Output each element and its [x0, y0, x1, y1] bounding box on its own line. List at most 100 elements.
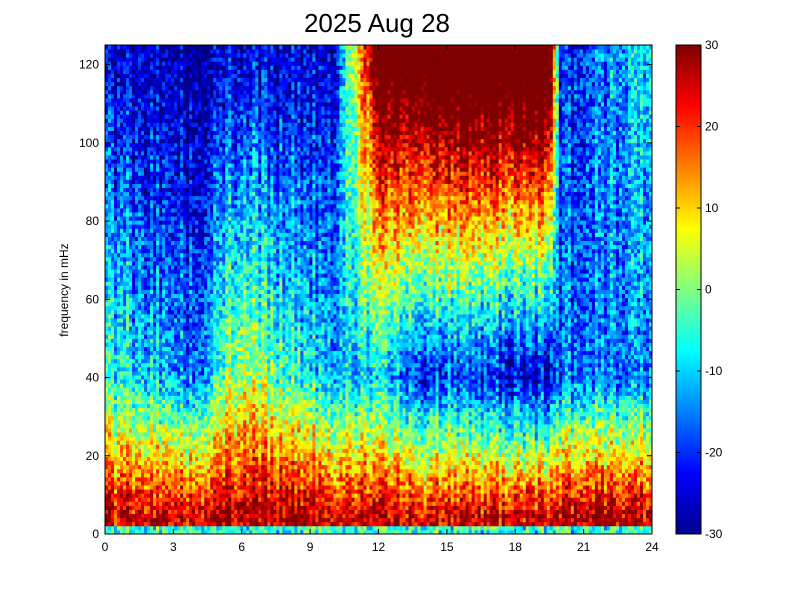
heatmap-cell — [183, 175, 187, 180]
heatmap-cell — [219, 195, 223, 201]
heatmap-cell — [165, 452, 169, 457]
heatmap-cell — [162, 203, 166, 209]
heatmap-cell — [156, 379, 160, 384]
heatmap-cell — [216, 81, 220, 87]
heatmap-cell — [120, 220, 124, 225]
heatmap-cell — [165, 146, 169, 152]
heatmap-cell — [225, 199, 229, 205]
heatmap-cell — [117, 97, 121, 103]
heatmap-cell — [138, 371, 142, 376]
heatmap-cell — [162, 423, 166, 429]
heatmap-cell — [123, 456, 127, 462]
heatmap-cell — [204, 191, 208, 197]
heatmap-cell — [216, 232, 220, 237]
heatmap-cell — [108, 277, 112, 282]
heatmap-cell — [198, 110, 202, 115]
heatmap-cell — [129, 220, 133, 225]
heatmap-cell — [198, 354, 202, 360]
heatmap-cell — [228, 485, 232, 490]
heatmap-cell — [174, 114, 178, 119]
heatmap-cell — [204, 529, 208, 535]
heatmap-cell — [108, 179, 112, 184]
heatmap-cell — [180, 110, 184, 115]
heatmap-cell — [201, 436, 205, 441]
heatmap-cell — [141, 175, 145, 180]
heatmap-cell — [123, 395, 127, 400]
heatmap-cell — [156, 305, 160, 311]
heatmap-cell — [141, 476, 145, 482]
heatmap-cell — [105, 179, 109, 184]
heatmap-cell — [129, 322, 133, 327]
heatmap-cell — [183, 305, 187, 311]
heatmap-cell — [108, 521, 112, 527]
heatmap-cell — [108, 244, 112, 250]
heatmap-cell — [168, 501, 172, 506]
heatmap-cell — [141, 163, 145, 168]
heatmap-cell — [174, 330, 178, 335]
heatmap-cell — [222, 130, 226, 136]
heatmap-cell — [180, 191, 184, 197]
heatmap-cell — [177, 93, 181, 99]
heatmap-cell — [135, 521, 139, 527]
heatmap-cell — [207, 199, 211, 205]
heatmap-cell — [171, 159, 175, 164]
heatmap-cell — [180, 89, 184, 95]
heatmap-cell — [123, 256, 127, 262]
heatmap-cell — [144, 489, 148, 494]
heatmap-cell — [198, 366, 202, 372]
heatmap-cell — [189, 419, 193, 425]
heatmap-cell — [216, 85, 220, 91]
heatmap-cell — [126, 150, 130, 156]
heatmap-cell — [180, 179, 184, 184]
heatmap-cell — [174, 489, 178, 494]
heatmap-cell — [219, 285, 223, 290]
heatmap-cell — [216, 436, 220, 441]
heatmap-cell — [147, 456, 151, 462]
heatmap-cell — [123, 110, 127, 115]
heatmap-cell — [156, 85, 160, 91]
heatmap-cell — [228, 517, 232, 523]
heatmap-cell — [171, 476, 175, 482]
heatmap-cell — [216, 481, 220, 486]
heatmap-cell — [111, 505, 115, 510]
heatmap-cell — [156, 244, 160, 250]
heatmap-cell — [162, 440, 166, 445]
heatmap-cell — [165, 114, 169, 119]
heatmap-cell — [138, 81, 142, 87]
heatmap-cell — [219, 61, 223, 66]
heatmap-cell — [222, 301, 226, 307]
heatmap-cell — [138, 440, 142, 445]
heatmap-cell — [171, 371, 175, 376]
heatmap-cell — [114, 358, 118, 364]
heatmap-cell — [189, 509, 193, 515]
heatmap-cell — [189, 163, 193, 168]
heatmap-cell — [129, 228, 133, 233]
heatmap-cell — [201, 220, 205, 225]
heatmap-cell — [141, 297, 145, 303]
heatmap-cell — [198, 501, 202, 506]
heatmap-cell — [141, 85, 145, 91]
heatmap-cell — [198, 309, 202, 315]
heatmap-cell — [222, 432, 226, 437]
heatmap-cell — [192, 57, 196, 62]
heatmap-cell — [171, 297, 175, 303]
heatmap-cell — [126, 313, 130, 319]
heatmap-cell — [228, 440, 232, 445]
heatmap-cell — [210, 273, 214, 278]
heatmap-cell — [156, 350, 160, 356]
heatmap-cell — [120, 407, 124, 413]
heatmap-cell — [207, 305, 211, 311]
heatmap-cell — [174, 460, 178, 466]
heatmap-cell — [159, 489, 163, 494]
heatmap-cell — [138, 77, 142, 83]
heatmap-cell — [186, 513, 190, 519]
heatmap-cell — [132, 493, 136, 498]
heatmap-cell — [141, 485, 145, 490]
heatmap-cell — [171, 403, 175, 409]
heatmap-cell — [222, 281, 226, 286]
heatmap-cell — [141, 138, 145, 144]
heatmap-cell — [177, 379, 181, 384]
heatmap-cell — [108, 423, 112, 429]
heatmap-cell — [105, 281, 109, 286]
heatmap-cell — [162, 49, 166, 54]
